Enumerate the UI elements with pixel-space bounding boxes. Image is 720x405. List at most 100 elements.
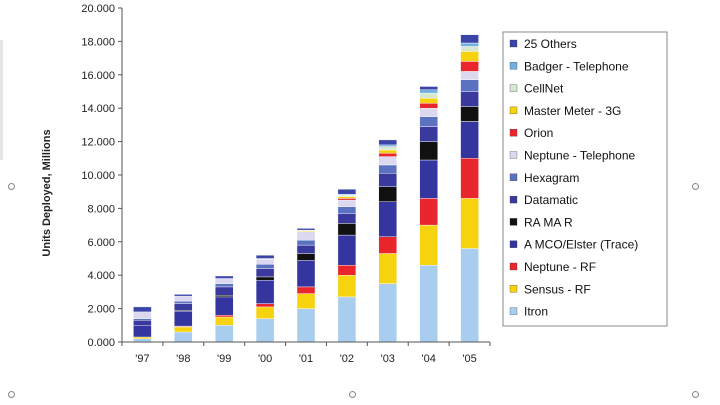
y-axis-label: Units Deployed, Millions bbox=[41, 129, 53, 256]
legend-label: A MCO/Elster (Trace) bbox=[524, 238, 638, 252]
bar-segment bbox=[174, 300, 193, 304]
legend-swatch bbox=[509, 173, 518, 181]
bar-segment bbox=[337, 265, 357, 276]
x-tick-label: '01 bbox=[299, 353, 313, 365]
y-tick-label: 10.000 bbox=[81, 170, 115, 182]
legend-label: Datamatic bbox=[524, 193, 578, 207]
y-tick-label: 14.000 bbox=[81, 103, 115, 115]
x-tick-label: '04 bbox=[421, 353, 435, 365]
bar-segment bbox=[378, 173, 397, 187]
bar-segment bbox=[460, 79, 479, 92]
bar-segment bbox=[460, 46, 479, 52]
bar-segment bbox=[174, 310, 193, 327]
bar-segment bbox=[255, 254, 275, 259]
legend-label: CellNet bbox=[524, 82, 564, 96]
bar-segment bbox=[378, 201, 397, 237]
bar-segment bbox=[378, 236, 397, 254]
bar-segment bbox=[460, 71, 479, 81]
x-tick-label: '99 bbox=[217, 353, 231, 365]
bar-segment bbox=[133, 320, 152, 326]
bar-segment bbox=[214, 315, 234, 318]
y-tick-label: 12.000 bbox=[81, 137, 115, 149]
bar-segment bbox=[174, 303, 193, 311]
bar-segment bbox=[460, 121, 479, 159]
legend-label: Hexagram bbox=[524, 171, 579, 185]
bar-segment bbox=[378, 144, 397, 147]
bar-segment bbox=[460, 51, 479, 62]
bar-segment bbox=[337, 296, 357, 343]
bar-segment bbox=[214, 316, 234, 326]
y-axis: 0.000 2.000 4.000 6.000 8.000 10.000 12.000 14.… bbox=[81, 3, 123, 349]
resize-handle-bottom-right[interactable] bbox=[692, 391, 699, 398]
bar-segment bbox=[296, 239, 316, 246]
bar-segment bbox=[419, 92, 438, 99]
resize-handle-left-mid[interactable] bbox=[8, 183, 15, 190]
legend-label: RA MA R bbox=[524, 215, 573, 229]
bar-segment bbox=[337, 206, 357, 214]
bar-segment bbox=[460, 91, 479, 107]
x-tick-label: '98 bbox=[176, 353, 190, 365]
legend-swatch bbox=[509, 62, 518, 70]
bar-segment bbox=[378, 253, 397, 284]
y-tick-label: 6.000 bbox=[87, 237, 115, 249]
resize-handle-bottom-mid[interactable] bbox=[349, 391, 356, 398]
bar-segment bbox=[214, 275, 234, 279]
bar-segment bbox=[337, 199, 357, 208]
legend-swatch bbox=[509, 106, 518, 115]
bar-segment bbox=[419, 265, 438, 343]
bar-segment bbox=[214, 296, 234, 316]
bar-segment bbox=[378, 283, 397, 343]
y-tick-label: 0.000 bbox=[87, 337, 115, 349]
legend-label: Neptune - Telephone bbox=[524, 149, 636, 163]
bar-segment bbox=[214, 283, 234, 288]
bar-segment bbox=[460, 106, 479, 122]
legend-label: Sensus - RF bbox=[524, 282, 591, 296]
resize-handle-right-mid[interactable] bbox=[692, 183, 699, 190]
legend-swatch bbox=[509, 218, 518, 226]
bar-segment bbox=[337, 275, 357, 298]
bar-segment bbox=[460, 248, 479, 343]
x-axis: '97 '98 '99 '00 '01 '02 '03 '04 '05 bbox=[121, 341, 491, 365]
bar-segment bbox=[337, 188, 357, 195]
x-tick-label: '05 bbox=[462, 353, 476, 365]
bar-segment bbox=[133, 336, 152, 339]
bar-segment bbox=[378, 149, 397, 154]
y-tick-label: 4.000 bbox=[87, 270, 115, 282]
legend-swatch bbox=[509, 195, 518, 204]
bar-segment bbox=[255, 303, 275, 308]
bar-segment bbox=[133, 306, 152, 313]
bar-segment bbox=[419, 116, 438, 127]
bar-segment bbox=[174, 294, 193, 297]
y-tick-label: 2.000 bbox=[87, 304, 115, 316]
bar-segment bbox=[419, 126, 438, 142]
legend-swatch bbox=[509, 151, 518, 159]
legend-label: Orion bbox=[524, 126, 553, 140]
resize-handle-bottom-left[interactable] bbox=[8, 391, 15, 398]
bar-segment bbox=[378, 186, 397, 202]
legend-label: Master Meter - 3G bbox=[524, 104, 621, 118]
bar-segment bbox=[174, 326, 193, 333]
left-edge-strip bbox=[0, 40, 3, 160]
bar-segment bbox=[214, 325, 234, 343]
legend-swatch bbox=[509, 307, 518, 315]
legend-swatch bbox=[509, 39, 518, 48]
bar-segment bbox=[296, 293, 316, 309]
legend-frame bbox=[502, 31, 668, 327]
legend-swatch bbox=[509, 240, 518, 248]
bar-segment bbox=[255, 268, 275, 278]
legend: 25 Others Badger - Telephone CellNet Master… bbox=[502, 31, 668, 327]
legend-swatch bbox=[509, 285, 518, 293]
bar-segment bbox=[337, 223, 357, 236]
x-tick-label: '97 bbox=[135, 353, 149, 365]
legend-swatch bbox=[509, 262, 518, 271]
bar-segment bbox=[133, 318, 152, 321]
legend-swatch bbox=[509, 84, 518, 92]
bar-segment bbox=[378, 156, 397, 166]
bar-segment bbox=[255, 276, 275, 281]
bar-segment bbox=[133, 311, 152, 319]
bar-segment bbox=[378, 164, 397, 174]
bar-segment bbox=[419, 198, 438, 226]
bar-segment bbox=[378, 146, 397, 151]
bar-segment bbox=[337, 213, 357, 224]
